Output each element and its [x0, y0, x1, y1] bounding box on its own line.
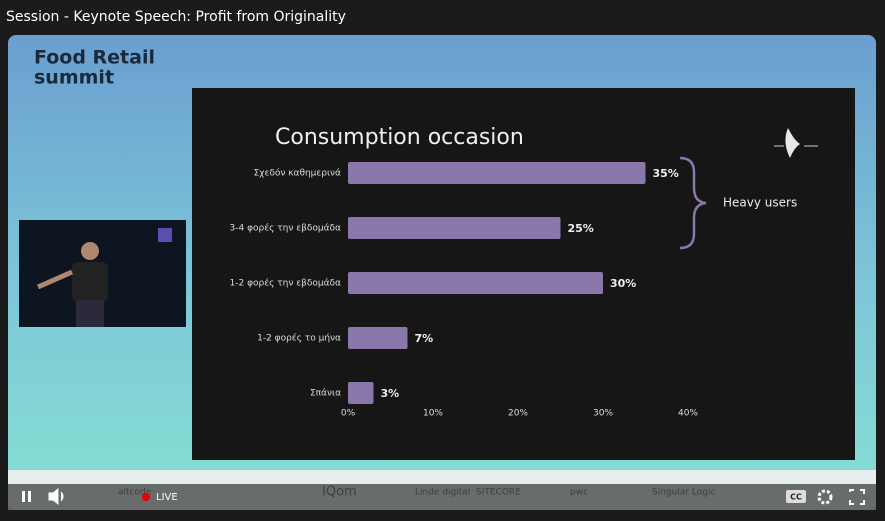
value-label: 7%: [415, 332, 434, 345]
bar: [348, 382, 374, 404]
chart-title: Consumption occasion: [275, 125, 524, 150]
annotation: Heavy users: [723, 196, 797, 210]
brand: Food Retail: [34, 47, 155, 69]
pause-icon: [22, 491, 25, 502]
x-tick-label: 30%: [593, 409, 613, 419]
x-tick-label: 40%: [678, 409, 698, 419]
settings-button[interactable]: [817, 489, 833, 505]
value-label: 25%: [568, 222, 594, 235]
bar: [348, 162, 646, 184]
pause-button[interactable]: [22, 491, 31, 502]
volume-button[interactable]: [48, 487, 64, 506]
logo: [774, 128, 818, 158]
presenter: [36, 242, 108, 327]
pause-icon: [28, 491, 31, 502]
category-label: Σπάνια: [310, 389, 341, 399]
bar: [348, 217, 561, 239]
x-tick-label: 10%: [423, 409, 443, 419]
value-label: 35%: [653, 167, 679, 180]
brace: [679, 156, 707, 250]
category-label: Σχεδόν καθημερινά: [254, 168, 341, 179]
value-label: 30%: [610, 277, 636, 290]
brand: summit: [34, 67, 114, 89]
cc-label: CC: [790, 493, 802, 502]
window-title: Session - Keynote Speech: Profit from Or…: [6, 9, 346, 25]
x-tick-label: 0%: [341, 409, 356, 419]
category-label: 1-2 φορές την εβδομάδα: [230, 278, 342, 289]
live-dot: [142, 493, 150, 501]
category-label: 1-2 φορές το μήνα: [257, 333, 341, 344]
control-bar: [8, 484, 876, 510]
category-label: 3-4 φορές την εβδομάδα: [230, 223, 342, 234]
live-label: LIVE: [156, 492, 178, 503]
bar: [348, 272, 603, 294]
cc-button[interactable]: [786, 490, 806, 503]
x-tick-label: 20%: [508, 409, 528, 419]
bar: [348, 327, 408, 349]
fullscreen-button[interactable]: [849, 489, 865, 505]
webcam-screen: [158, 228, 172, 242]
value-label: 3%: [381, 387, 400, 400]
